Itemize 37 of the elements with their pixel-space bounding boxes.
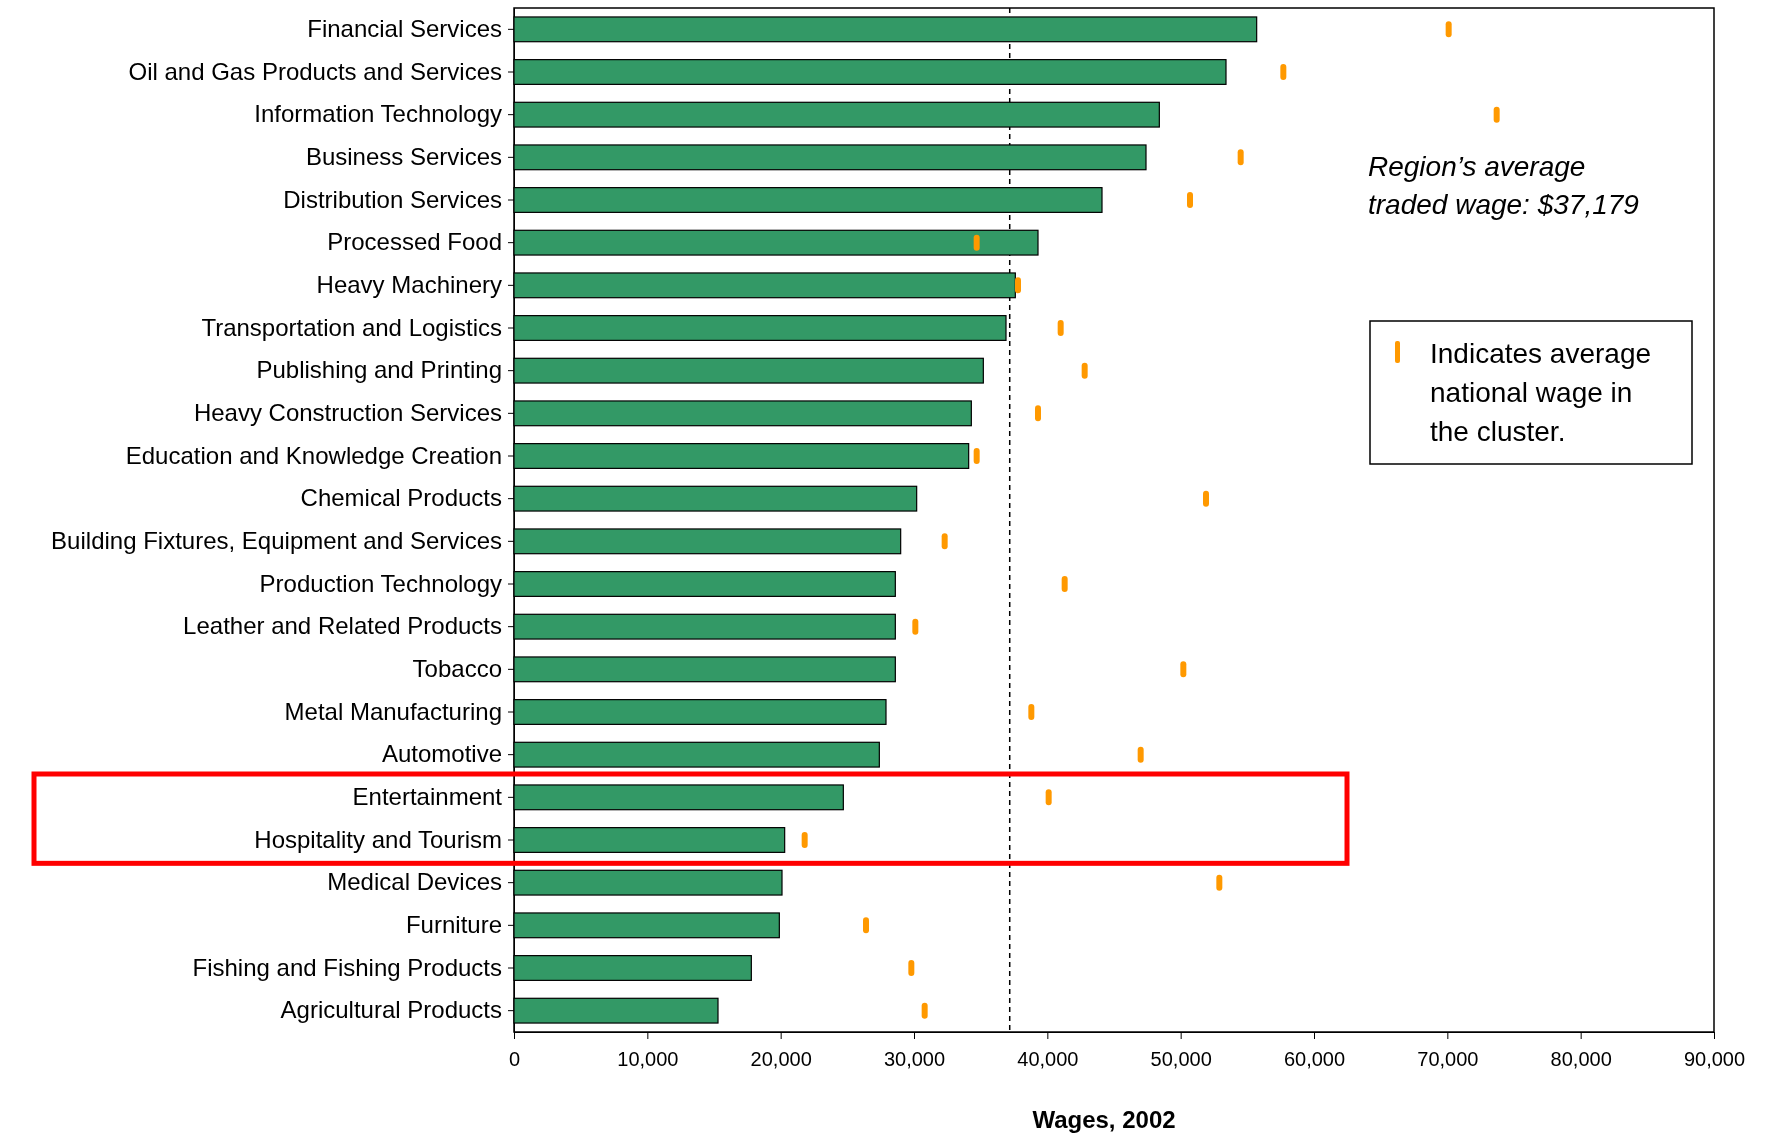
y-tick-label: Production Technology [259,569,502,597]
x-tick-label: 0 [508,1048,521,1070]
y-tick-label: Oil and Gas Products and Services [128,57,502,85]
y-tick-label: Information Technology [254,100,502,128]
y-tick-label: Medical Devices [327,868,502,896]
y-tick-label: Hospitality and Tourism [254,825,502,853]
y-tick-label: Business Services [305,143,502,171]
y-tick-label: Processed Food [327,228,502,256]
legend-label: Indicates average national wage in the cluster. [1430,338,1652,448]
y-tick-label: Heavy Construction Services [193,399,502,427]
y-tick-label: Heavy Machinery [316,271,502,299]
y-tick-label: Automotive [381,740,502,768]
y-tick-label: Tobacco [412,655,502,683]
y-tick-label: Agricultural Products [280,996,502,1024]
y-tick-label: Fishing and Fishing Products [192,953,502,981]
y-tick-label: Chemical Products [300,484,502,512]
y-tick-label: Furniture [405,911,502,939]
x-tick-label: 30,000 [883,1048,946,1070]
x-tick-label: 40,000 [1017,1048,1079,1070]
x-axis-title: Wages, 2002 [1032,1106,1176,1133]
y-tick-label: Distribution Services [283,185,502,213]
x-tick-label: 50,000 [1150,1048,1212,1070]
x-tick-label: 20,000 [750,1048,812,1070]
y-tick-label: Metal Manufacturing [284,697,502,725]
y-tick-label: Financial Services [307,15,502,43]
y-tick-label: Education and Knowledge Creation [125,441,502,469]
y-tick-label: Publishing and Printing [256,356,502,384]
y-tick-label: Leather and Related Products [183,612,502,640]
y-tick-label: Entertainment [352,783,503,811]
x-tick-label: 70,000 [1417,1048,1479,1070]
y-tick-label: Transportation and Logistics [201,313,502,341]
y-tick-label: Building Fixtures, Equipment and Services [51,527,502,555]
ref-line-label: Region’s average traded wage: $37,179 [1368,151,1639,220]
x-tick-label: 90,000 [1683,1048,1746,1070]
x-tick-label: 10,000 [617,1048,679,1070]
x-tick-label: 80,000 [1550,1048,1612,1070]
x-tick-label: 60,000 [1283,1048,1346,1070]
